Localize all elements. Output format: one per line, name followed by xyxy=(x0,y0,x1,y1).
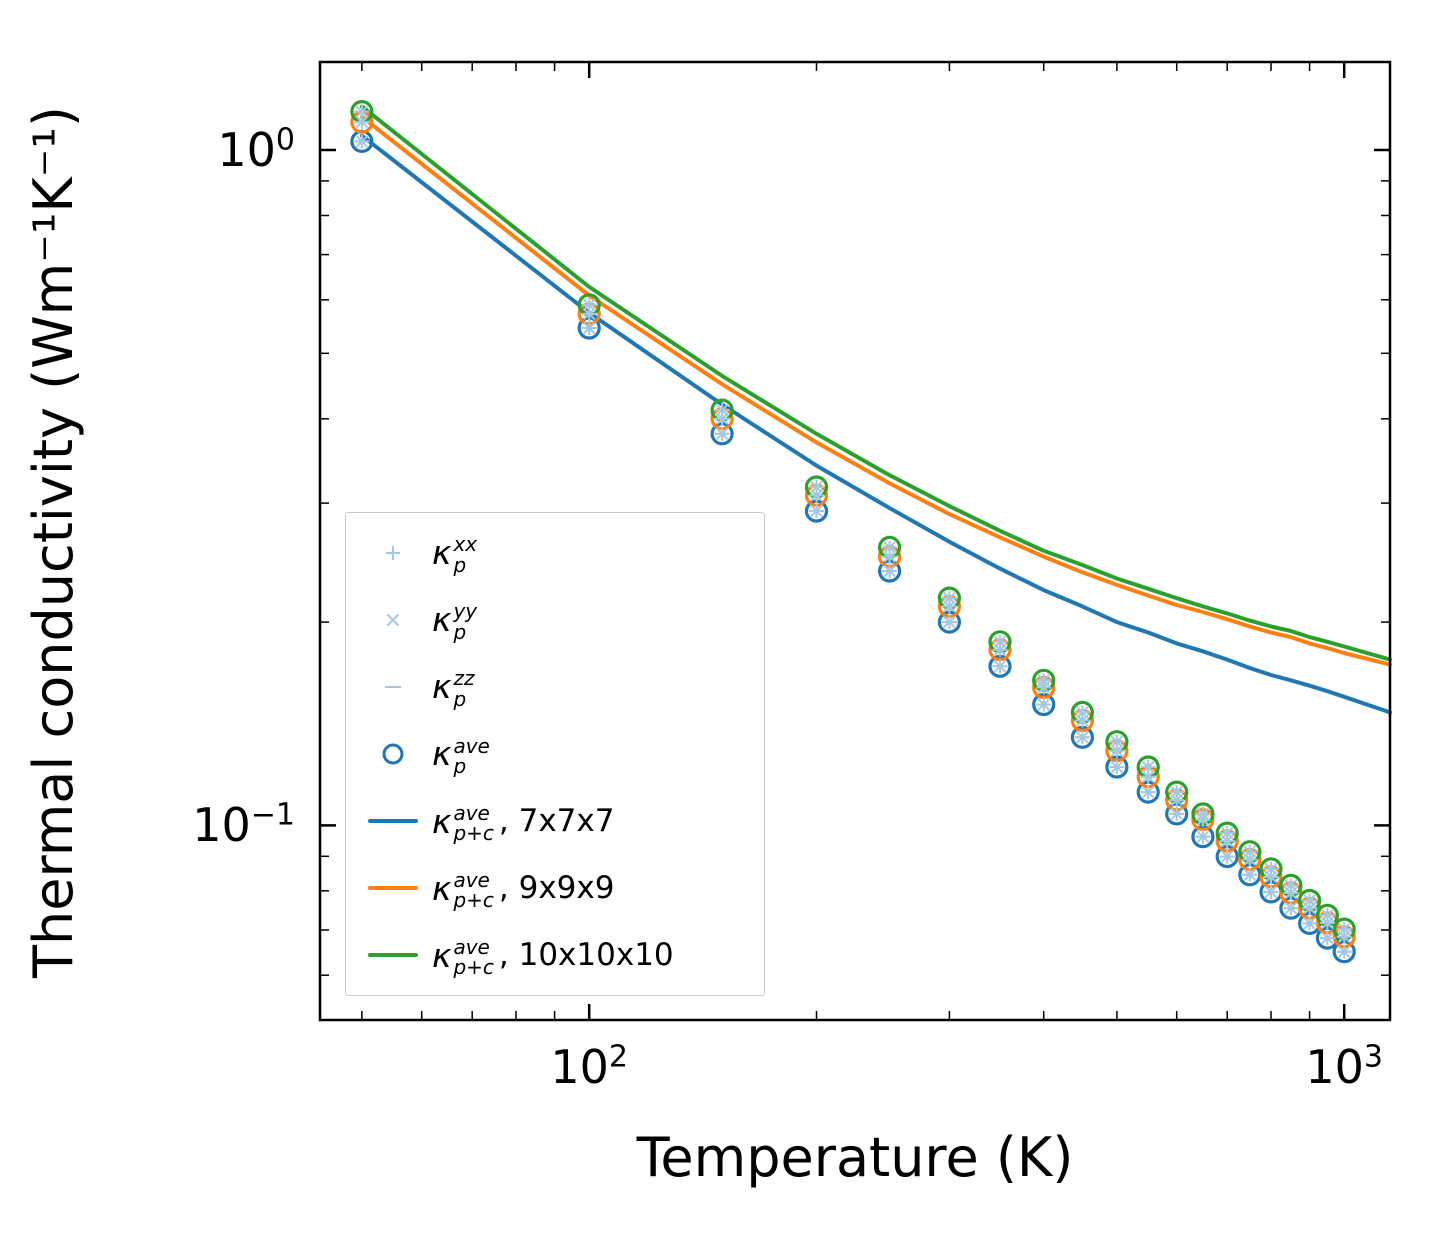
legend-cross-icon xyxy=(386,613,400,626)
series-kappa-p-plus-c-7x7x7 xyxy=(359,133,1392,715)
axis-ticks xyxy=(320,62,1390,1020)
series-kappa-p-plus-c-10x10x10 xyxy=(359,104,1392,662)
legend-label: κ ave p xyxy=(432,733,490,778)
legend-entry: κ yy p xyxy=(364,599,746,644)
x-tick-label: 103 xyxy=(1305,1039,1383,1094)
legend-label: κ xx p xyxy=(432,532,478,577)
legend-entry: κ ave p+c, 7x7x7 xyxy=(364,800,746,846)
legend-entry: κ ave p+c, 10x10x10 xyxy=(364,935,746,980)
legend-dash-icon xyxy=(385,685,401,688)
x-axis-label: Temperature (K) xyxy=(636,1126,1074,1189)
y-tick-label: 100 xyxy=(217,122,295,178)
legend-entry: κ ave p xyxy=(364,733,746,778)
legend-entry: κ zz p xyxy=(364,666,746,711)
series-kappa-p-plus-c-9x9x9 xyxy=(359,114,1392,667)
legend-label: κ ave p+c, 10x10x10 xyxy=(432,935,674,980)
legend-circle-icon xyxy=(382,743,404,765)
legend-label: κ yy p xyxy=(432,599,478,644)
x-tick-label: 102 xyxy=(550,1039,628,1094)
legend-label: κ ave p+c, 7x7x7 xyxy=(432,800,615,846)
series-kappa-p-zz xyxy=(354,110,1352,931)
legend-line-icon xyxy=(368,886,418,891)
legend-entry: κ ave p+c, 9x9x9 xyxy=(364,867,746,913)
legend-label: κ ave p+c, 9x9x9 xyxy=(432,867,615,913)
legend-line-icon xyxy=(368,953,418,958)
series-kappa-p-zz xyxy=(354,121,1352,938)
y-tick-label: 10−1 xyxy=(192,798,295,853)
legend-entry: κ xx p xyxy=(364,532,746,577)
legend-label: κ zz p xyxy=(432,666,475,711)
series-kappa-p-zz xyxy=(354,140,1352,953)
plot-spines xyxy=(318,60,1392,1022)
y-axis-label: Thermal conductivity (Wm⁻¹K⁻¹) xyxy=(22,106,85,978)
legend: κ xx p κ yy p κ zz p κ ave p κ ave p+c, 7x7x7 κ ave p+c, … xyxy=(345,512,765,996)
legend-line-icon xyxy=(368,819,418,824)
legend-plus-icon xyxy=(386,545,400,560)
